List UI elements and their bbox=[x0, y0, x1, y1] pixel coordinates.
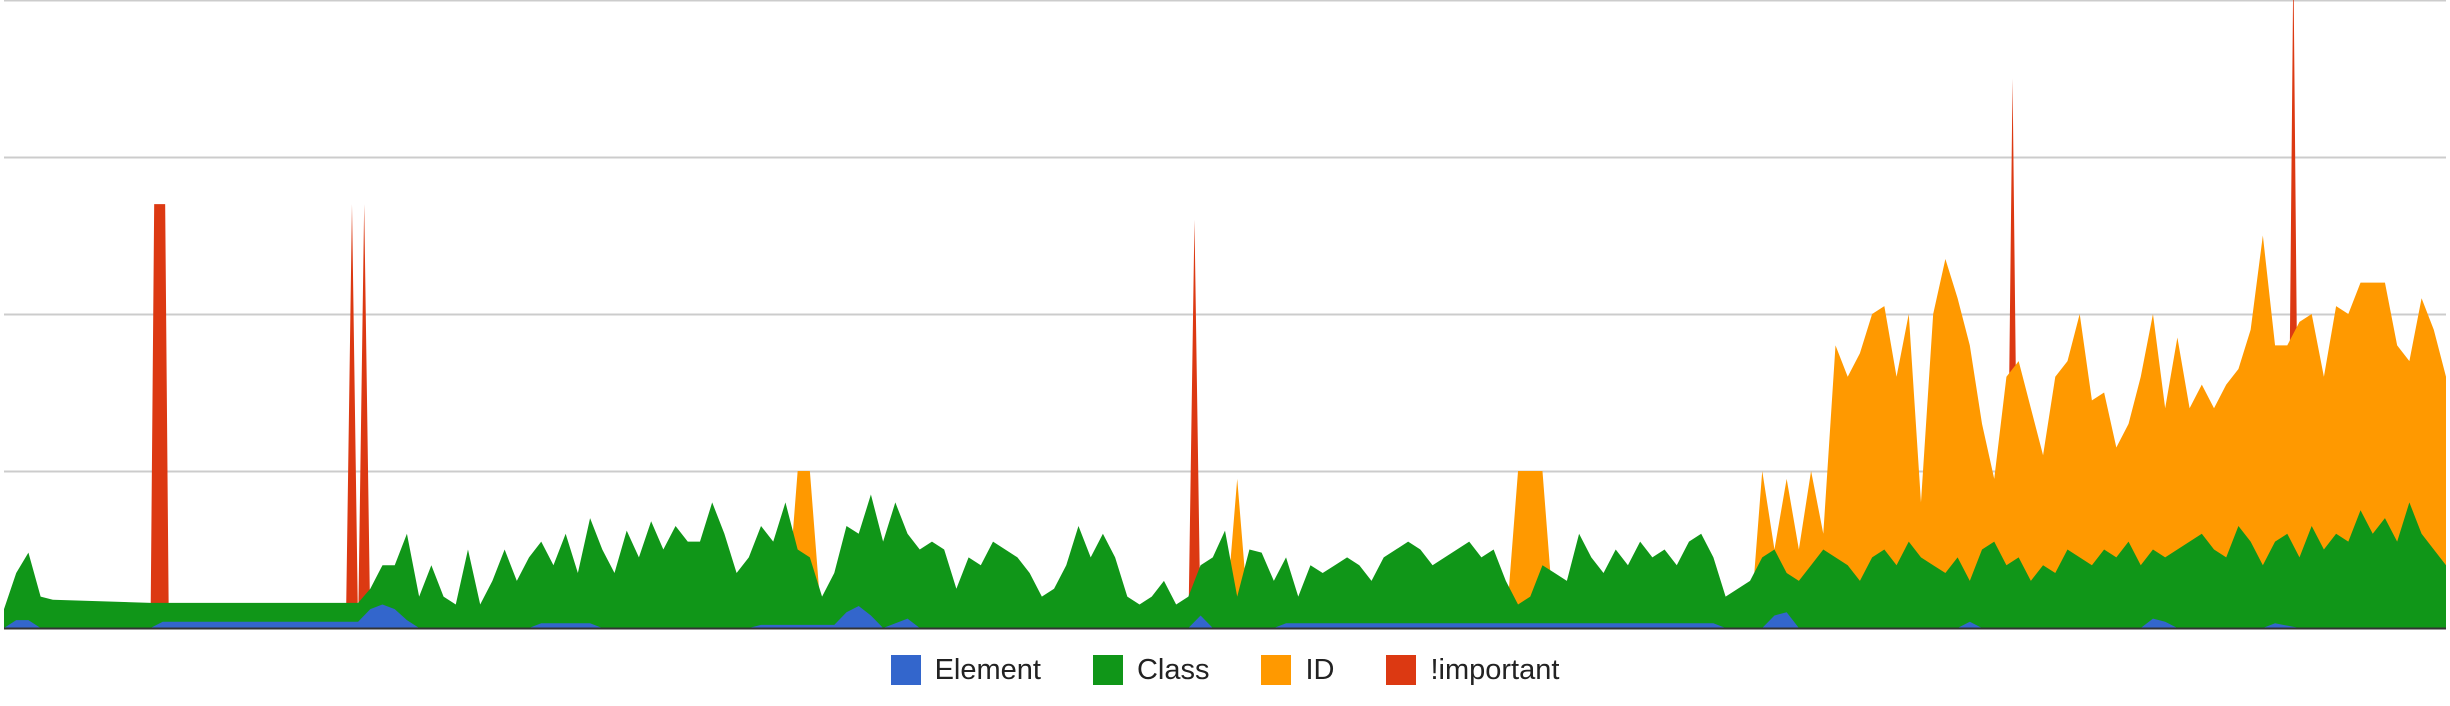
legend-item-important[interactable]: !important bbox=[1386, 655, 1559, 685]
legend-swatch-element bbox=[890, 655, 921, 685]
legend-label-class: Class bbox=[1136, 653, 1210, 686]
legend-swatch-important bbox=[1386, 655, 1417, 685]
series-area-class bbox=[4, 494, 2446, 628]
legend-swatch-class bbox=[1092, 655, 1123, 685]
legend: Element Class ID !important bbox=[0, 645, 2450, 695]
series-area-element bbox=[4, 604, 2446, 628]
legend-label-id: ID bbox=[1305, 653, 1335, 686]
series-layer bbox=[4, 0, 2446, 628]
legend-item-element[interactable]: Element bbox=[890, 653, 1041, 686]
series-area-id bbox=[4, 235, 2446, 628]
legend-item-id[interactable]: ID bbox=[1261, 655, 1334, 685]
legend-swatch-id bbox=[1261, 655, 1292, 685]
legend-item-class[interactable]: Class bbox=[1092, 653, 1210, 686]
legend-label-element: Element bbox=[934, 653, 1041, 686]
legend-label-important: !important bbox=[1430, 653, 1560, 686]
